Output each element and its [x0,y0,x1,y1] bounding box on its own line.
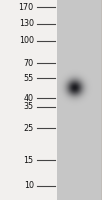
Text: 130: 130 [19,19,34,28]
Text: 10: 10 [24,181,34,190]
Text: 170: 170 [19,3,34,12]
Text: 70: 70 [24,59,34,68]
Text: 100: 100 [19,36,34,45]
Text: 40: 40 [24,94,34,103]
Text: 55: 55 [23,74,34,83]
Text: 25: 25 [23,124,34,133]
Text: 15: 15 [24,156,34,165]
Bar [0,0,57,200]
Text: 35: 35 [24,102,34,111]
